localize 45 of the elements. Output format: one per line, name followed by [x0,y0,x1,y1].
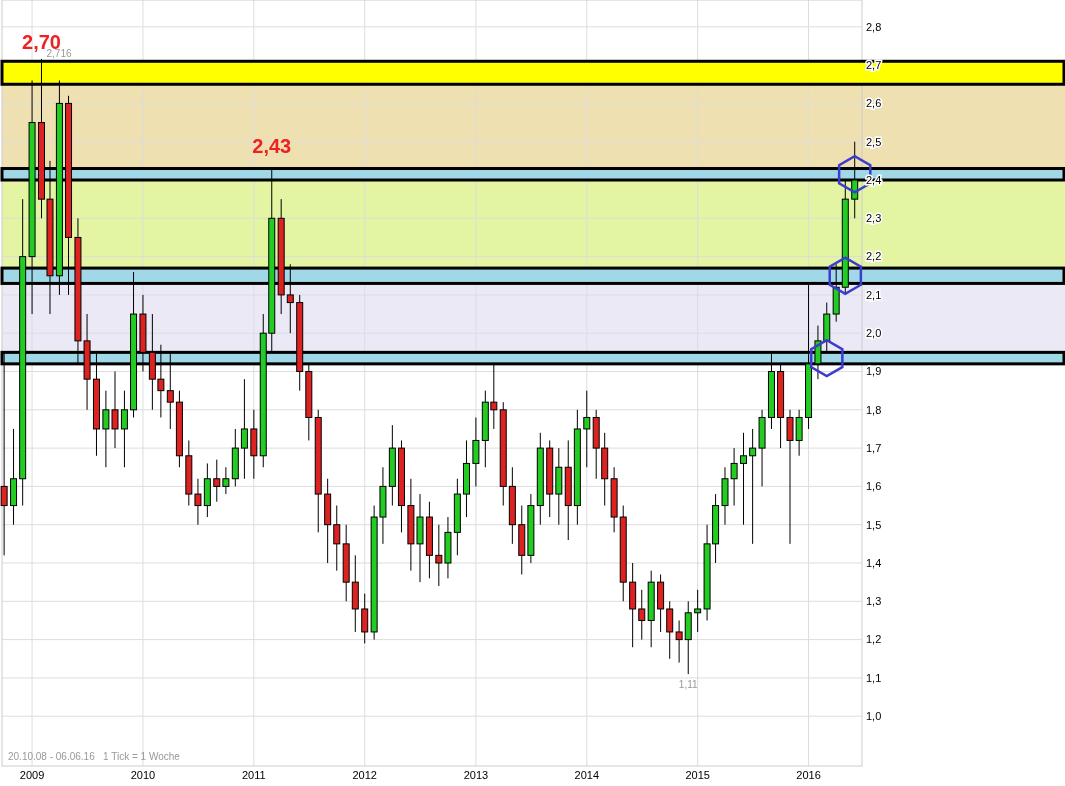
y-tick-label: 1,7 [866,441,882,454]
y-tick-label: 1,2 [866,633,882,646]
annotation: 20.10.08 - 06.06.16 1 Tick = 1 Woche [8,751,181,762]
y-tick-label: 2,5 [866,135,882,148]
y-tick-label: 2,4 [866,173,882,186]
y-tick-label: 1,0 [866,710,882,723]
candlestick [213,459,221,503]
y-tick-label: 2,2 [866,250,882,263]
y-tick-label: 1,6 [866,480,882,493]
y-tick-label: 1,9 [866,365,882,378]
x-tick-label: 2013 [463,769,489,781]
x-tick-label: 2009 [19,769,45,781]
candlestick [740,432,748,526]
candlestick [583,390,591,468]
candlestick [666,600,674,660]
y-tick-label: 2,1 [866,288,882,301]
candlestick [675,619,683,664]
candlestick [749,428,757,545]
candlestick [333,505,341,572]
x-tick-label: 2016 [796,769,821,781]
candlestick [361,593,369,644]
candlestick [435,524,443,587]
y-tick-label: 2,8 [866,20,882,33]
y-tick-label: 2,6 [866,97,882,110]
x-tick-label: 2010 [130,769,156,781]
candlestick [694,589,702,633]
candlestick [222,466,230,495]
y-tick-label: 1,3 [866,595,882,608]
candlestick [472,416,480,487]
y-tick-label: 1,5 [866,518,882,531]
x-tick-label: 2011 [242,769,266,781]
candlestick [194,478,202,526]
candlestick [120,390,128,468]
candlestick [240,378,248,480]
y-tick-label: 2,0 [866,327,882,340]
x-tick-label: 2014 [574,769,600,781]
annotation: 2,43 [252,134,292,157]
candlestick [638,589,646,641]
y-tick-label: 1,1 [866,671,882,684]
y-tick-label: 2,3 [866,212,882,225]
y-tick-label: 1,4 [866,556,882,569]
x-tick-label: 2012 [352,769,377,781]
x-tick-label: 2015 [685,769,710,781]
y-tick-label: 1,8 [866,403,882,416]
annotation: 1,11 [678,679,699,691]
